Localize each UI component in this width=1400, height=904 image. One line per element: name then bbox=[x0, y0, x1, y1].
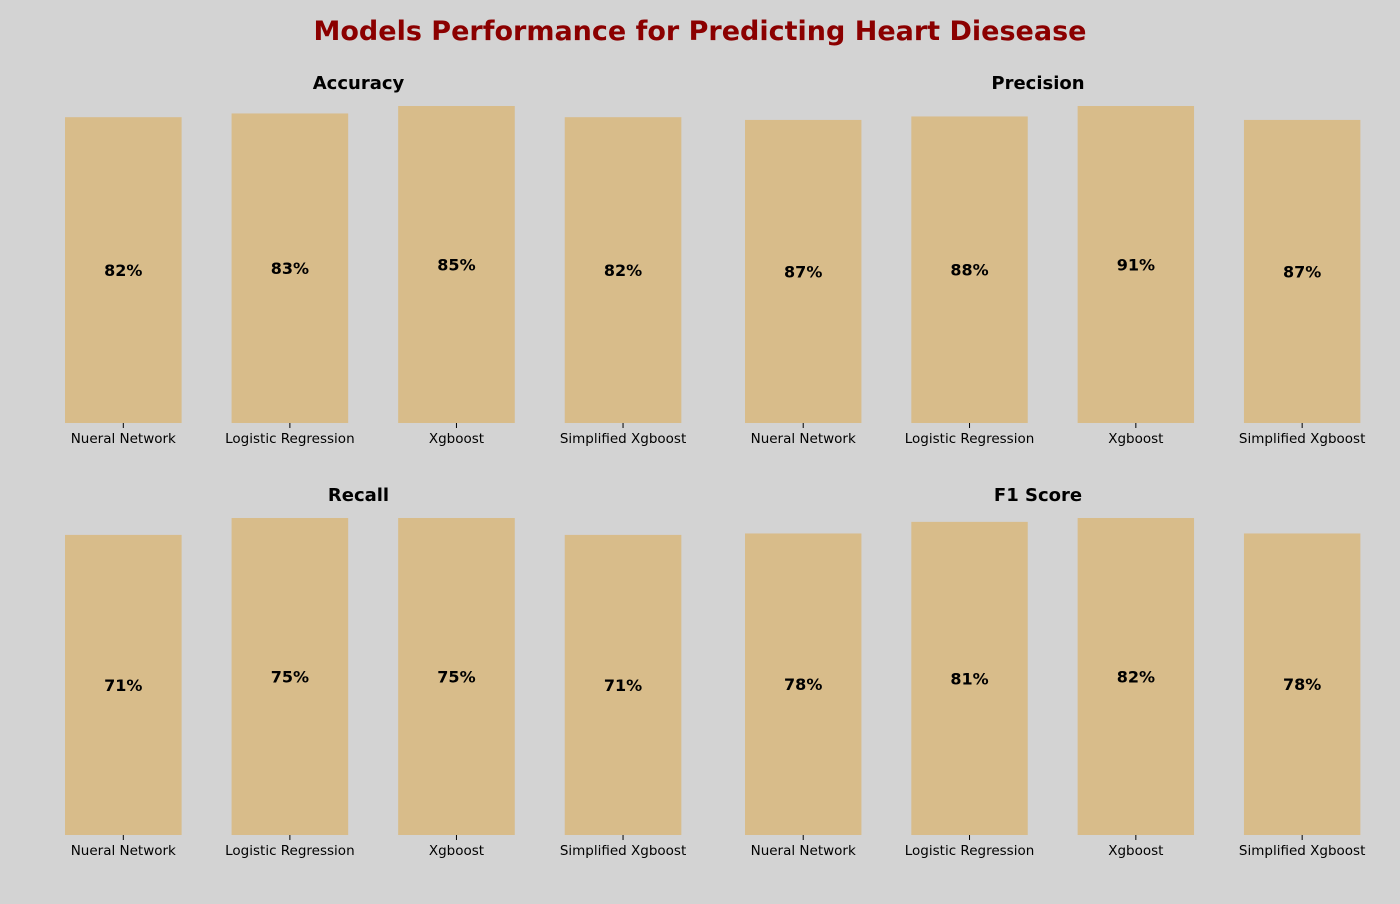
bar bbox=[745, 533, 862, 835]
bar-value-label: 87% bbox=[1283, 262, 1321, 281]
x-tick-label: Nueral Network bbox=[71, 843, 176, 859]
x-tick-label: Xgboost bbox=[1108, 431, 1163, 447]
bar-value-label: 71% bbox=[104, 676, 142, 695]
panel-title: Recall bbox=[328, 485, 389, 506]
bar-value-label: 82% bbox=[104, 261, 142, 280]
x-tick-label: Nueral Network bbox=[71, 431, 176, 447]
bar bbox=[1077, 106, 1195, 423]
bar-value-label: 75% bbox=[271, 668, 309, 687]
panel-f1-score: F1 Score 78% Nueral Network 81% Logistic Reg… bbox=[745, 485, 1365, 859]
chart-title: Models Performance for Predicting Heart … bbox=[314, 16, 1087, 47]
bar bbox=[1077, 518, 1195, 835]
bar-value-label: 81% bbox=[950, 669, 988, 688]
bar-value-label: 82% bbox=[604, 261, 642, 280]
bar-value-label: 71% bbox=[604, 676, 642, 695]
x-tick-label: Nueral Network bbox=[751, 431, 856, 447]
x-tick-label: Logistic Regression bbox=[905, 843, 1035, 859]
bar-value-label: 78% bbox=[784, 675, 822, 694]
bar bbox=[564, 117, 682, 423]
x-tick-label: Simplified Xgboost bbox=[560, 431, 686, 447]
x-tick-label: Logistic Regression bbox=[225, 843, 355, 859]
x-tick-label: Xgboost bbox=[429, 843, 484, 859]
bar-value-label: 75% bbox=[437, 668, 475, 687]
x-tick-label: Nueral Network bbox=[751, 843, 856, 859]
panel-precision: Precision 87% Nueral Network 88% Logistic Re… bbox=[745, 73, 1365, 447]
x-tick-label: Logistic Regression bbox=[905, 431, 1035, 447]
bar bbox=[231, 518, 349, 835]
x-tick-label: Simplified Xgboost bbox=[1239, 431, 1365, 447]
bar-value-label: 85% bbox=[437, 256, 475, 275]
bar-value-label: 82% bbox=[1117, 668, 1155, 687]
bar bbox=[564, 534, 682, 835]
bar bbox=[398, 106, 515, 423]
bar-value-label: 87% bbox=[784, 262, 822, 281]
panel-recall: Recall 71% Nueral Network 75% Logistic Regre… bbox=[65, 485, 686, 859]
panel-title: Accuracy bbox=[313, 73, 405, 94]
bar bbox=[65, 534, 182, 835]
x-tick-label: Logistic Regression bbox=[225, 431, 355, 447]
bar bbox=[745, 119, 862, 423]
bar bbox=[1243, 533, 1361, 835]
x-tick-label: Xgboost bbox=[429, 431, 484, 447]
x-tick-label: Xgboost bbox=[1108, 843, 1163, 859]
bar-value-label: 83% bbox=[271, 259, 309, 278]
bar-value-label: 78% bbox=[1283, 675, 1321, 694]
x-tick-label: Simplified Xgboost bbox=[1239, 843, 1365, 859]
bar-value-label: 88% bbox=[950, 261, 988, 280]
bar bbox=[911, 116, 1028, 423]
panel-title: F1 Score bbox=[994, 485, 1082, 506]
bar-value-label: 91% bbox=[1117, 256, 1155, 275]
panel-title: Precision bbox=[991, 73, 1084, 94]
x-tick-label: Simplified Xgboost bbox=[560, 843, 686, 859]
bar bbox=[911, 521, 1028, 835]
bar bbox=[398, 518, 515, 835]
panel-accuracy: Accuracy 82% Nueral Network 83% Logistic Reg… bbox=[65, 73, 686, 447]
bar bbox=[231, 113, 349, 423]
bar bbox=[65, 117, 182, 423]
bar bbox=[1243, 119, 1361, 423]
